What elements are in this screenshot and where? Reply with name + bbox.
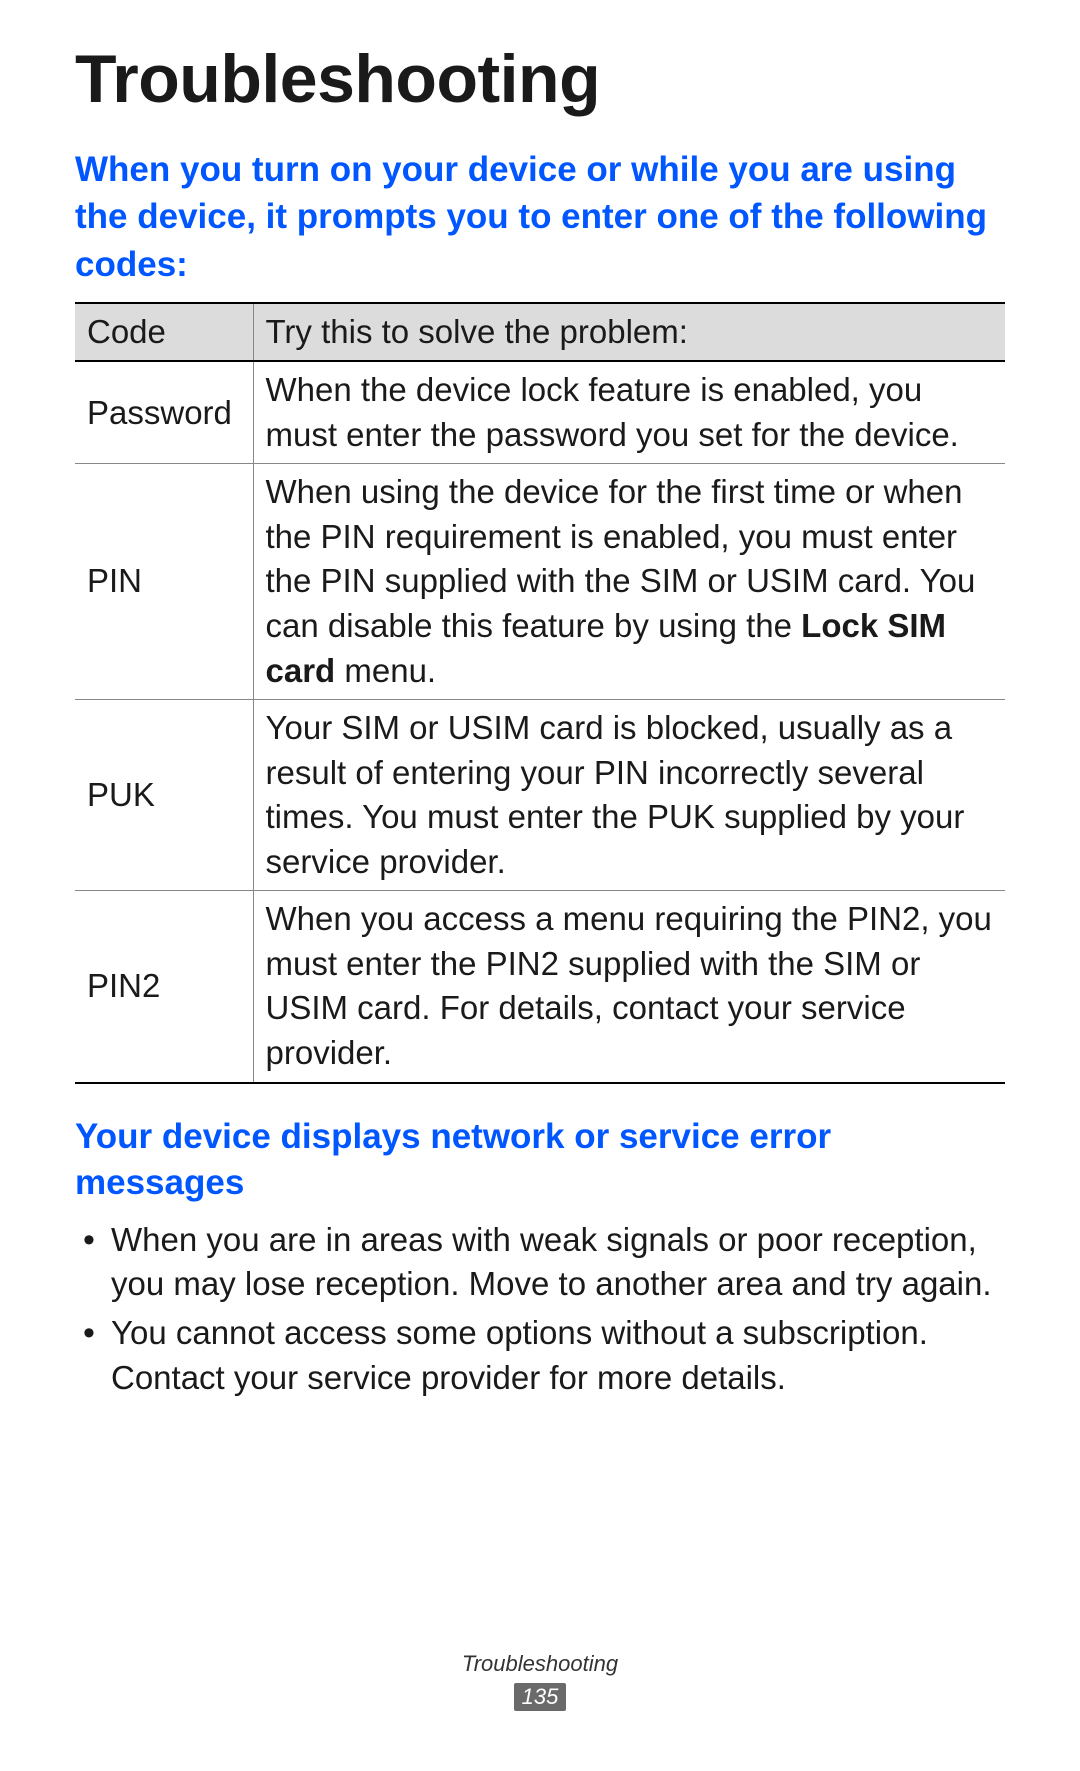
list-item: You cannot access some options without a… [83, 1311, 1005, 1400]
table-header-solution: Try this to solve the problem: [253, 303, 1005, 362]
table-header-code: Code [75, 303, 253, 362]
table-cell-code: PUK [75, 700, 253, 891]
footer-section-label: Troubleshooting [0, 1651, 1080, 1677]
bullet-list: When you are in areas with weak signals … [75, 1218, 1005, 1400]
codes-table: Code Try this to solve the problem: Pass… [75, 302, 1005, 1084]
page-title: Troubleshooting [75, 40, 1005, 118]
table-row: PIN When using the device for the first … [75, 464, 1005, 700]
table-cell-solution: When using the device for the first time… [253, 464, 1005, 700]
table-cell-solution: When the device lock feature is enabled,… [253, 361, 1005, 464]
table-header-row: Code Try this to solve the problem: [75, 303, 1005, 362]
table-row: Password When the device lock feature is… [75, 361, 1005, 464]
table-row: PUK Your SIM or USIM card is blocked, us… [75, 700, 1005, 891]
table-cell-code: PIN [75, 464, 253, 700]
manual-page: Troubleshooting When you turn on your de… [0, 0, 1080, 1771]
page-number: 135 [514, 1683, 567, 1711]
list-item: When you are in areas with weak signals … [83, 1218, 1005, 1307]
table-cell-code: Password [75, 361, 253, 464]
table-cell-solution: Your SIM or USIM card is blocked, usuall… [253, 700, 1005, 891]
solution-text-suffix: menu. [335, 652, 436, 689]
table-row: PIN2 When you access a menu requiring th… [75, 891, 1005, 1083]
table-cell-code: PIN2 [75, 891, 253, 1083]
page-footer: Troubleshooting 135 [0, 1651, 1080, 1711]
section-heading-codes: When you turn on your device or while yo… [75, 146, 1005, 288]
table-cell-solution: When you access a menu requiring the PIN… [253, 891, 1005, 1083]
section-heading-network-error: Your device displays network or service … [75, 1114, 1005, 1206]
